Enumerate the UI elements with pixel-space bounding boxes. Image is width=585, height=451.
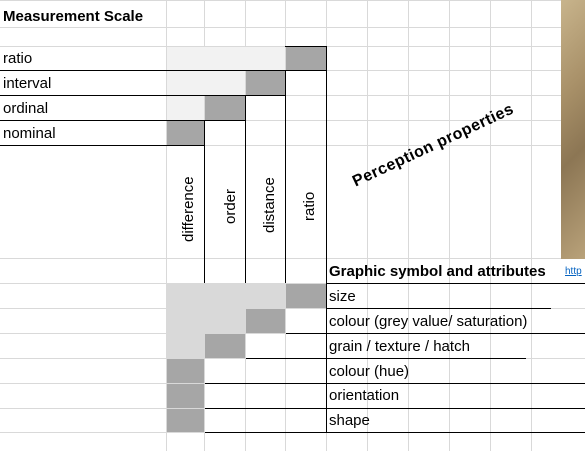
scale-fill	[167, 47, 285, 70]
border-line	[326, 308, 551, 309]
grid-line	[0, 95, 585, 96]
photo-image	[561, 0, 585, 259]
scale-fill	[167, 96, 204, 120]
grid-line	[0, 145, 585, 146]
attribute-size: size	[329, 288, 356, 305]
attr-fill	[205, 334, 245, 358]
grid-line	[408, 0, 409, 451]
border-line	[246, 358, 526, 359]
border-line	[285, 71, 286, 283]
scale-label-ordinal: ordinal	[3, 100, 49, 117]
scale-label-ratio: ratio	[3, 50, 33, 67]
attribute-shape: shape	[329, 412, 370, 429]
attr-fill	[167, 309, 245, 333]
border-line	[286, 333, 585, 334]
grid-line	[0, 308, 585, 309]
grid-line	[0, 0, 585, 1]
attr-fill	[167, 409, 204, 432]
scale-mark-order	[205, 96, 245, 120]
scale-mark-distance	[246, 71, 285, 95]
sheet-title: Measurement Scale	[3, 8, 144, 25]
grid-line	[0, 27, 585, 28]
border-line	[0, 145, 204, 146]
grid-line	[367, 0, 368, 451]
border-line	[205, 383, 585, 384]
attributes-heading: Graphic symbol and attributes	[329, 263, 546, 280]
border-line	[326, 283, 585, 284]
grid-line	[166, 0, 167, 451]
attribute-orientation: orientation	[329, 387, 400, 404]
border-line	[205, 432, 585, 433]
property-label-difference: difference	[180, 176, 197, 242]
scale-label-interval: interval	[3, 75, 52, 92]
attr-fill	[167, 359, 204, 383]
border-line	[204, 121, 205, 283]
property-label-ratio: ratio	[301, 191, 318, 221]
grid-line	[0, 120, 585, 121]
scale-mark-difference	[167, 121, 204, 145]
attr-fill	[246, 309, 285, 333]
attribute-colour-grey: colour (grey value/ saturation)	[329, 313, 528, 330]
grid-line	[0, 283, 585, 284]
grid-line	[490, 0, 491, 451]
scale-mark-ratio	[286, 47, 326, 70]
attr-fill	[167, 384, 204, 408]
grid-line	[531, 0, 532, 451]
border-line	[285, 46, 326, 47]
scale-label-nominal: nominal	[3, 125, 56, 142]
border-line	[0, 70, 326, 71]
border-line	[326, 283, 327, 433]
property-label-distance: distance	[261, 177, 278, 233]
grid-line	[449, 0, 450, 451]
attr-fill	[286, 284, 326, 308]
scale-fill	[167, 71, 245, 95]
attr-fill	[167, 334, 204, 358]
border-line	[326, 46, 327, 283]
property-label-order: order	[222, 188, 239, 224]
attr-fill	[167, 284, 285, 308]
border-line	[0, 95, 285, 96]
grid-line	[0, 258, 585, 259]
border-line	[0, 120, 245, 121]
truncated-link[interactable]: http	[565, 266, 582, 277]
attribute-colour-hue: colour (hue)	[329, 363, 410, 380]
attribute-grain: grain / texture / hatch	[329, 338, 470, 355]
border-line	[245, 96, 246, 283]
border-line	[205, 408, 585, 409]
